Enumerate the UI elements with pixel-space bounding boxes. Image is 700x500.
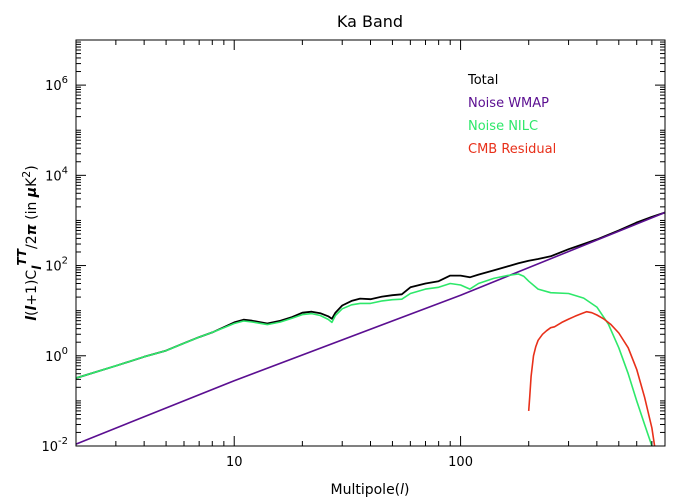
svg-text:l(l+1)ClTT/2π (in μK2): l(l+1)ClTT/2π (in μK2)	[15, 165, 44, 321]
y-tick-label: 104	[45, 165, 68, 184]
legend-noise-nilc: Noise NILC	[468, 119, 538, 134]
y-tick-label: 106	[45, 75, 68, 94]
plot-frame	[75, 39, 666, 447]
chart-title: Ka Band	[337, 12, 403, 31]
legend-noise-wmap: Noise WMAP	[468, 96, 549, 111]
legend: Total Noise WMAP Noise NILC CMB Residual	[467, 73, 556, 157]
x-tick-label: 100	[448, 455, 473, 470]
legend-total: Total	[467, 73, 498, 88]
y-tick-label: 10-2	[41, 436, 68, 455]
axis-ticks: 10 100 10-2 100 102 104 106	[41, 40, 666, 470]
series-line-cmb-residual	[527, 310, 656, 446]
y-axis-label: l(l+1)ClTT/2π (in μK2)	[15, 165, 44, 321]
y-tick-label: 102	[45, 256, 68, 275]
y-tick-label: 100	[45, 346, 68, 365]
series-line-total	[76, 211, 665, 379]
series-line-noise-nilc	[76, 273, 653, 446]
series-line-noise-wmap	[76, 211, 665, 445]
x-axis-label: Multipole(l)	[331, 482, 410, 498]
legend-cmb-residual: CMB Residual	[468, 142, 556, 157]
plot-area	[76, 211, 665, 446]
x-tick-label: 10	[226, 455, 243, 470]
